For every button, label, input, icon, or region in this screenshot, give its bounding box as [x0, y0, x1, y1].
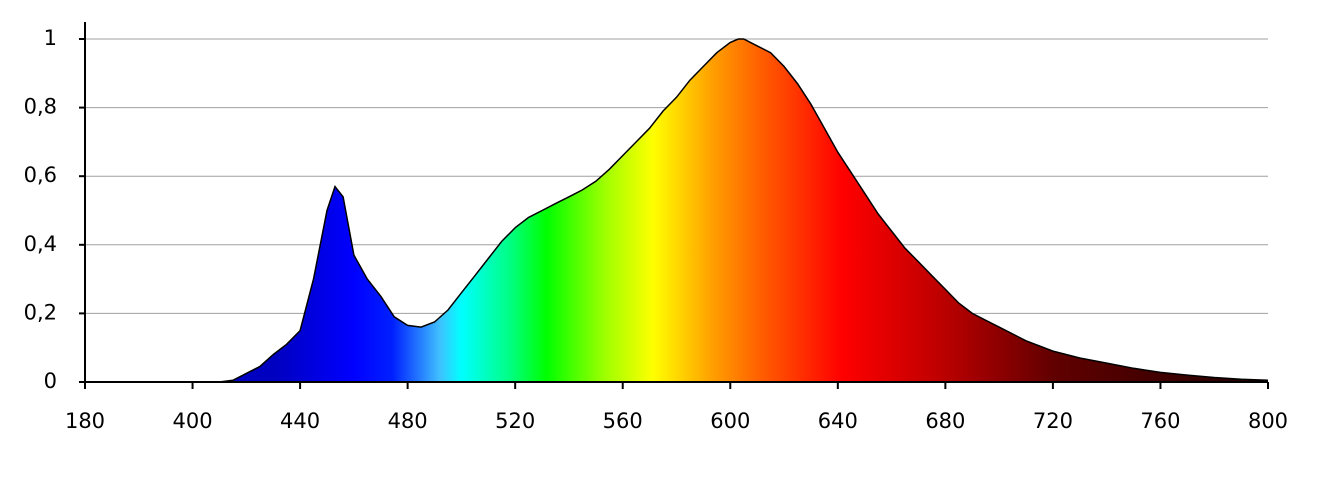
- y-tick-label: 0,4: [24, 232, 57, 256]
- x-tick-label: 520: [495, 409, 535, 433]
- y-tick-label: 0,8: [24, 95, 57, 119]
- y-tick-label: 1: [44, 26, 57, 50]
- x-tick-label: 800: [1248, 409, 1288, 433]
- x-tick-label: 440: [280, 409, 320, 433]
- x-tick-label: 680: [925, 409, 965, 433]
- x-tick-label: 760: [1140, 409, 1180, 433]
- x-tick-label: 640: [818, 409, 858, 433]
- y-tick-label: 0: [44, 369, 57, 393]
- x-tick-label: 720: [1033, 409, 1073, 433]
- x-tick-label: 180: [65, 409, 105, 433]
- spectrum-line: [85, 38, 1269, 383]
- x-tick-label: 560: [603, 409, 643, 433]
- x-tick-label: 480: [388, 409, 428, 433]
- x-tick-label: 400: [172, 409, 212, 433]
- x-tick-label: 600: [710, 409, 750, 433]
- spectrum-area: [85, 39, 1268, 382]
- y-tick-label: 0,2: [24, 300, 57, 324]
- y-tick-label: 0,6: [24, 163, 57, 187]
